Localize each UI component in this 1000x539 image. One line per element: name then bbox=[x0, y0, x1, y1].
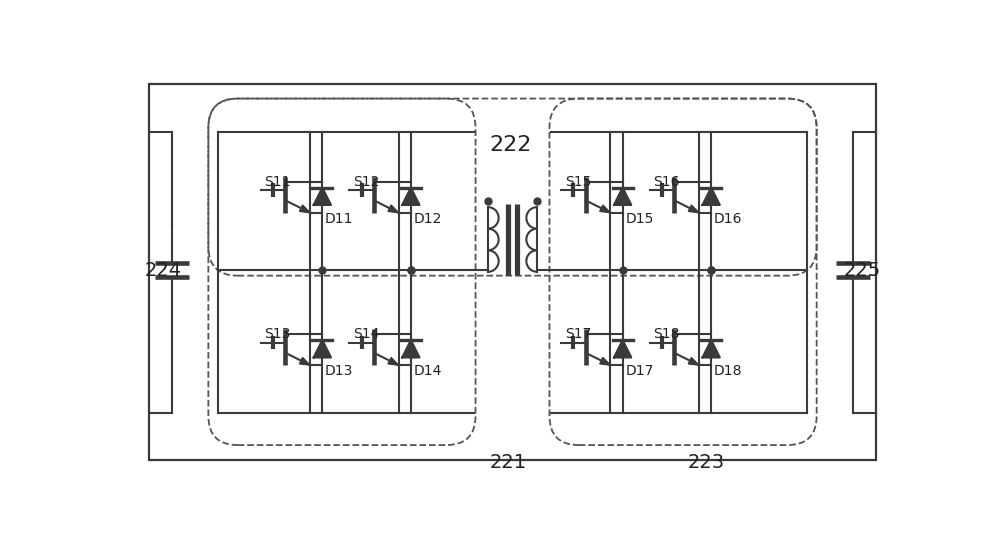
Text: D11: D11 bbox=[325, 212, 353, 226]
Text: S17: S17 bbox=[565, 327, 591, 341]
Polygon shape bbox=[402, 188, 419, 205]
Text: D16: D16 bbox=[714, 212, 742, 226]
Text: S16: S16 bbox=[653, 175, 680, 189]
Polygon shape bbox=[314, 340, 331, 357]
Polygon shape bbox=[299, 357, 310, 365]
Polygon shape bbox=[600, 357, 610, 365]
Text: D13: D13 bbox=[325, 364, 353, 378]
Text: 221: 221 bbox=[490, 453, 527, 472]
Polygon shape bbox=[402, 340, 419, 357]
Polygon shape bbox=[388, 205, 399, 213]
Text: S15: S15 bbox=[565, 175, 591, 189]
Polygon shape bbox=[703, 340, 720, 357]
Text: 222: 222 bbox=[489, 135, 531, 155]
Polygon shape bbox=[688, 205, 699, 213]
Polygon shape bbox=[314, 188, 331, 205]
Text: S12: S12 bbox=[353, 175, 379, 189]
Text: D17: D17 bbox=[625, 364, 654, 378]
Polygon shape bbox=[703, 188, 720, 205]
Text: 225: 225 bbox=[843, 261, 881, 280]
Text: D15: D15 bbox=[625, 212, 654, 226]
Polygon shape bbox=[388, 357, 399, 365]
Polygon shape bbox=[600, 205, 610, 213]
Text: S11: S11 bbox=[264, 175, 291, 189]
Polygon shape bbox=[688, 357, 699, 365]
Text: 223: 223 bbox=[688, 453, 725, 472]
Polygon shape bbox=[614, 188, 631, 205]
Text: S13: S13 bbox=[264, 327, 291, 341]
Polygon shape bbox=[614, 340, 631, 357]
Polygon shape bbox=[299, 205, 310, 213]
Text: D12: D12 bbox=[413, 212, 442, 226]
Text: 224: 224 bbox=[144, 261, 181, 280]
Text: S18: S18 bbox=[653, 327, 680, 341]
Text: D14: D14 bbox=[413, 364, 442, 378]
Text: D18: D18 bbox=[714, 364, 742, 378]
Text: S14: S14 bbox=[353, 327, 379, 341]
